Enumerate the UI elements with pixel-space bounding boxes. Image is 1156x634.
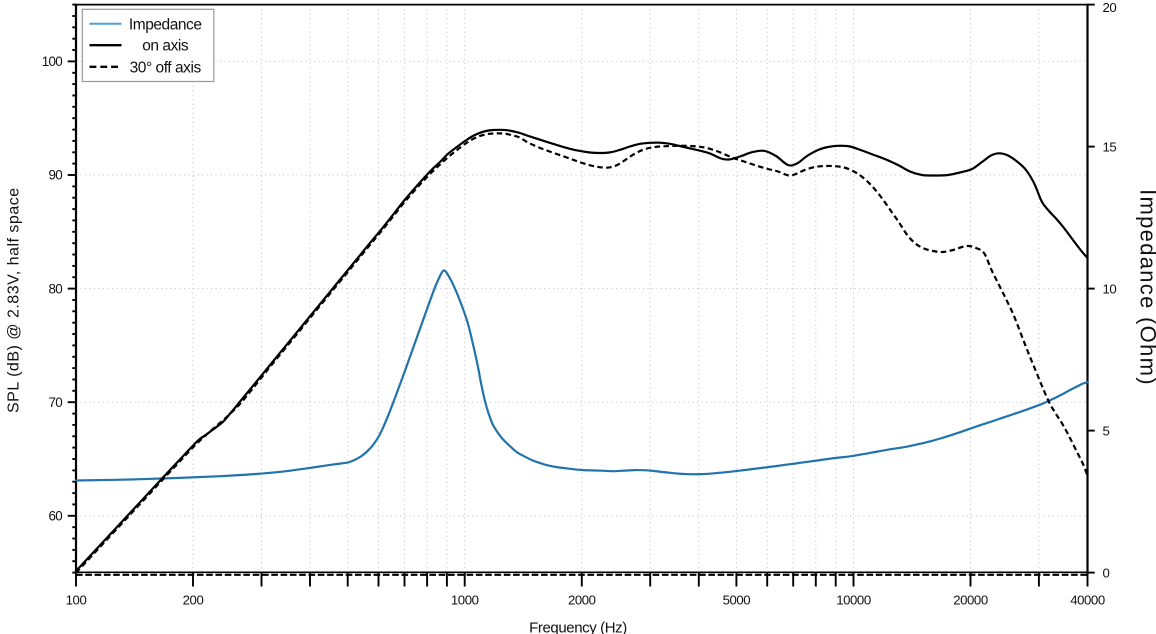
svg-text:90: 90 (49, 168, 63, 183)
svg-text:40000: 40000 (1070, 593, 1105, 608)
svg-text:0: 0 (1103, 565, 1110, 580)
svg-text:Impedance: Impedance (129, 16, 202, 33)
svg-text:100: 100 (66, 593, 87, 608)
svg-text:5000: 5000 (723, 593, 751, 608)
svg-text:30° off axis: 30° off axis (130, 59, 202, 76)
svg-text:80: 80 (49, 281, 63, 296)
svg-text:10: 10 (1103, 281, 1117, 296)
svg-text:20000: 20000 (953, 593, 988, 608)
svg-text:70: 70 (49, 395, 63, 410)
svg-text:10000: 10000 (836, 593, 871, 608)
svg-text:Frequency (Hz): Frequency (Hz) (529, 620, 627, 634)
svg-text:on axis: on axis (142, 38, 189, 55)
svg-text:100: 100 (42, 54, 62, 69)
svg-text:60: 60 (49, 509, 63, 524)
svg-text:200: 200 (183, 593, 204, 608)
svg-text:SPL (dB) @ 2.83V, half space: SPL (dB) @ 2.83V, half space (5, 187, 22, 413)
svg-text:20: 20 (1103, 0, 1117, 15)
svg-text:5: 5 (1103, 423, 1110, 438)
svg-text:Impedance (Ohm): Impedance (Ohm) (1136, 189, 1156, 386)
svg-text:1000: 1000 (451, 593, 479, 608)
svg-text:15: 15 (1103, 139, 1117, 154)
svg-text:2000: 2000 (568, 593, 596, 608)
